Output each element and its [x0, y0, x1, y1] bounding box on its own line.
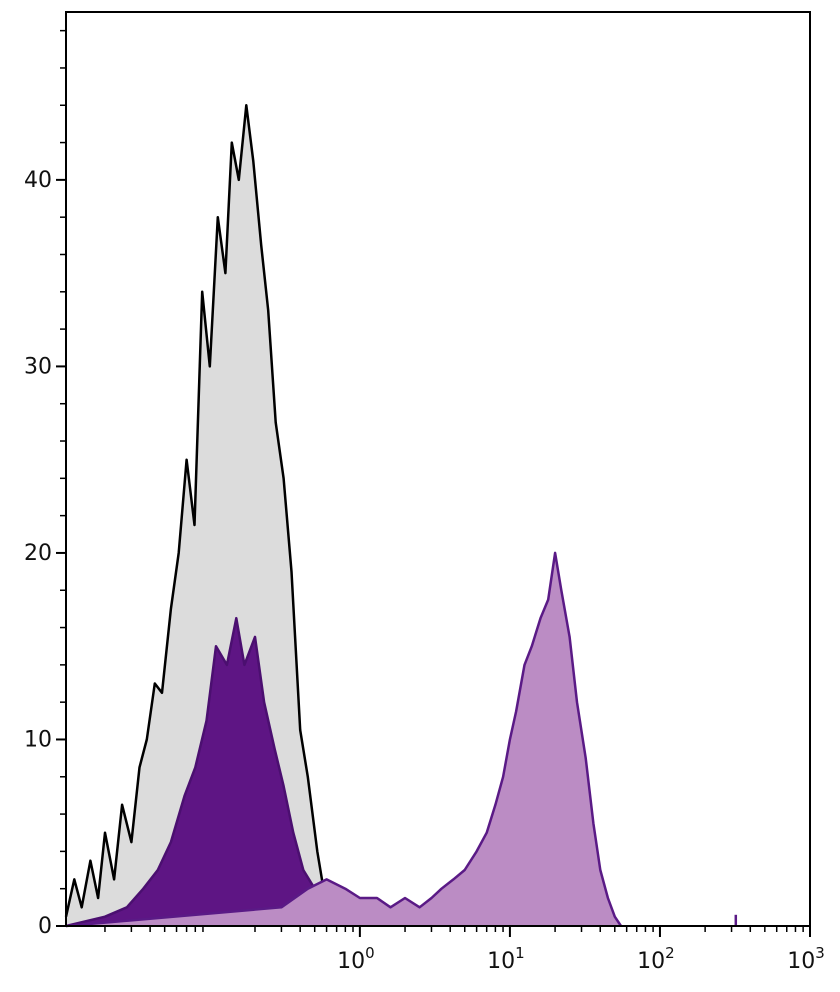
series-layer	[64, 104, 738, 928]
y-tick-label: 20	[24, 541, 52, 566]
plot-frame	[65, 11, 811, 927]
x-tick-exponent: 1	[515, 944, 525, 962]
x-tick-label: 102	[637, 944, 675, 974]
y-tick-label: 0	[38, 914, 52, 939]
histogram-area-2	[66, 618, 346, 926]
histogram-line-1	[64, 104, 336, 927]
x-tick-exponent: 2	[665, 944, 675, 962]
x-tick-label: 100	[337, 944, 375, 974]
x-tick-label: 101	[487, 944, 525, 974]
histogram-line-2	[65, 616, 347, 928]
x-tick-exponent: 0	[365, 944, 375, 962]
y-tick-label: 40	[24, 168, 52, 193]
x-tick-exponent: 3	[815, 944, 825, 962]
histogram-line-3	[65, 551, 623, 928]
x-tick-label: 103	[787, 944, 825, 974]
y-tick-label: 30	[24, 354, 52, 379]
y-tick-label: 10	[24, 727, 52, 752]
